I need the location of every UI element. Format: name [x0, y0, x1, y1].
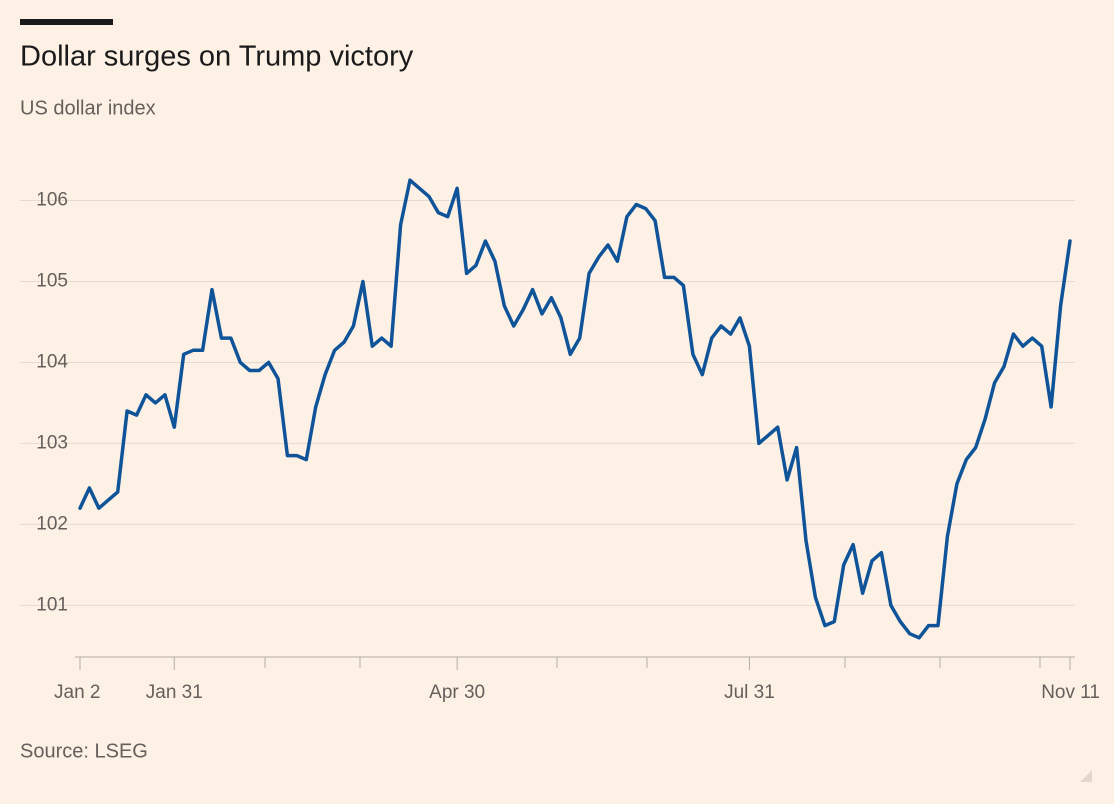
y-tick-label: 106: [36, 190, 68, 211]
chart-title: Dollar surges on Trump victory: [20, 41, 414, 73]
x-tick-label: Apr 30: [429, 682, 485, 703]
y-tick-label: 102: [36, 513, 68, 534]
y-tick-label: 104: [36, 351, 68, 372]
resize-handle: [1080, 770, 1092, 782]
title-bar: [20, 19, 113, 25]
x-tick-label: Jan 2: [54, 682, 100, 703]
x-tick-label: Jul 31: [724, 682, 775, 703]
y-tick-label: 103: [36, 432, 68, 453]
chart-subtitle: US dollar index: [20, 97, 156, 119]
x-tick-label: Jan 31: [146, 682, 203, 703]
y-tick-label: 101: [36, 594, 68, 615]
minor-ticks: [264, 657, 1041, 668]
x-tick-label: Nov 11: [1041, 682, 1100, 703]
y-tick-label: 105: [36, 270, 68, 291]
line-series: [78, 178, 1072, 640]
source: Source: LSEG: [20, 740, 148, 762]
